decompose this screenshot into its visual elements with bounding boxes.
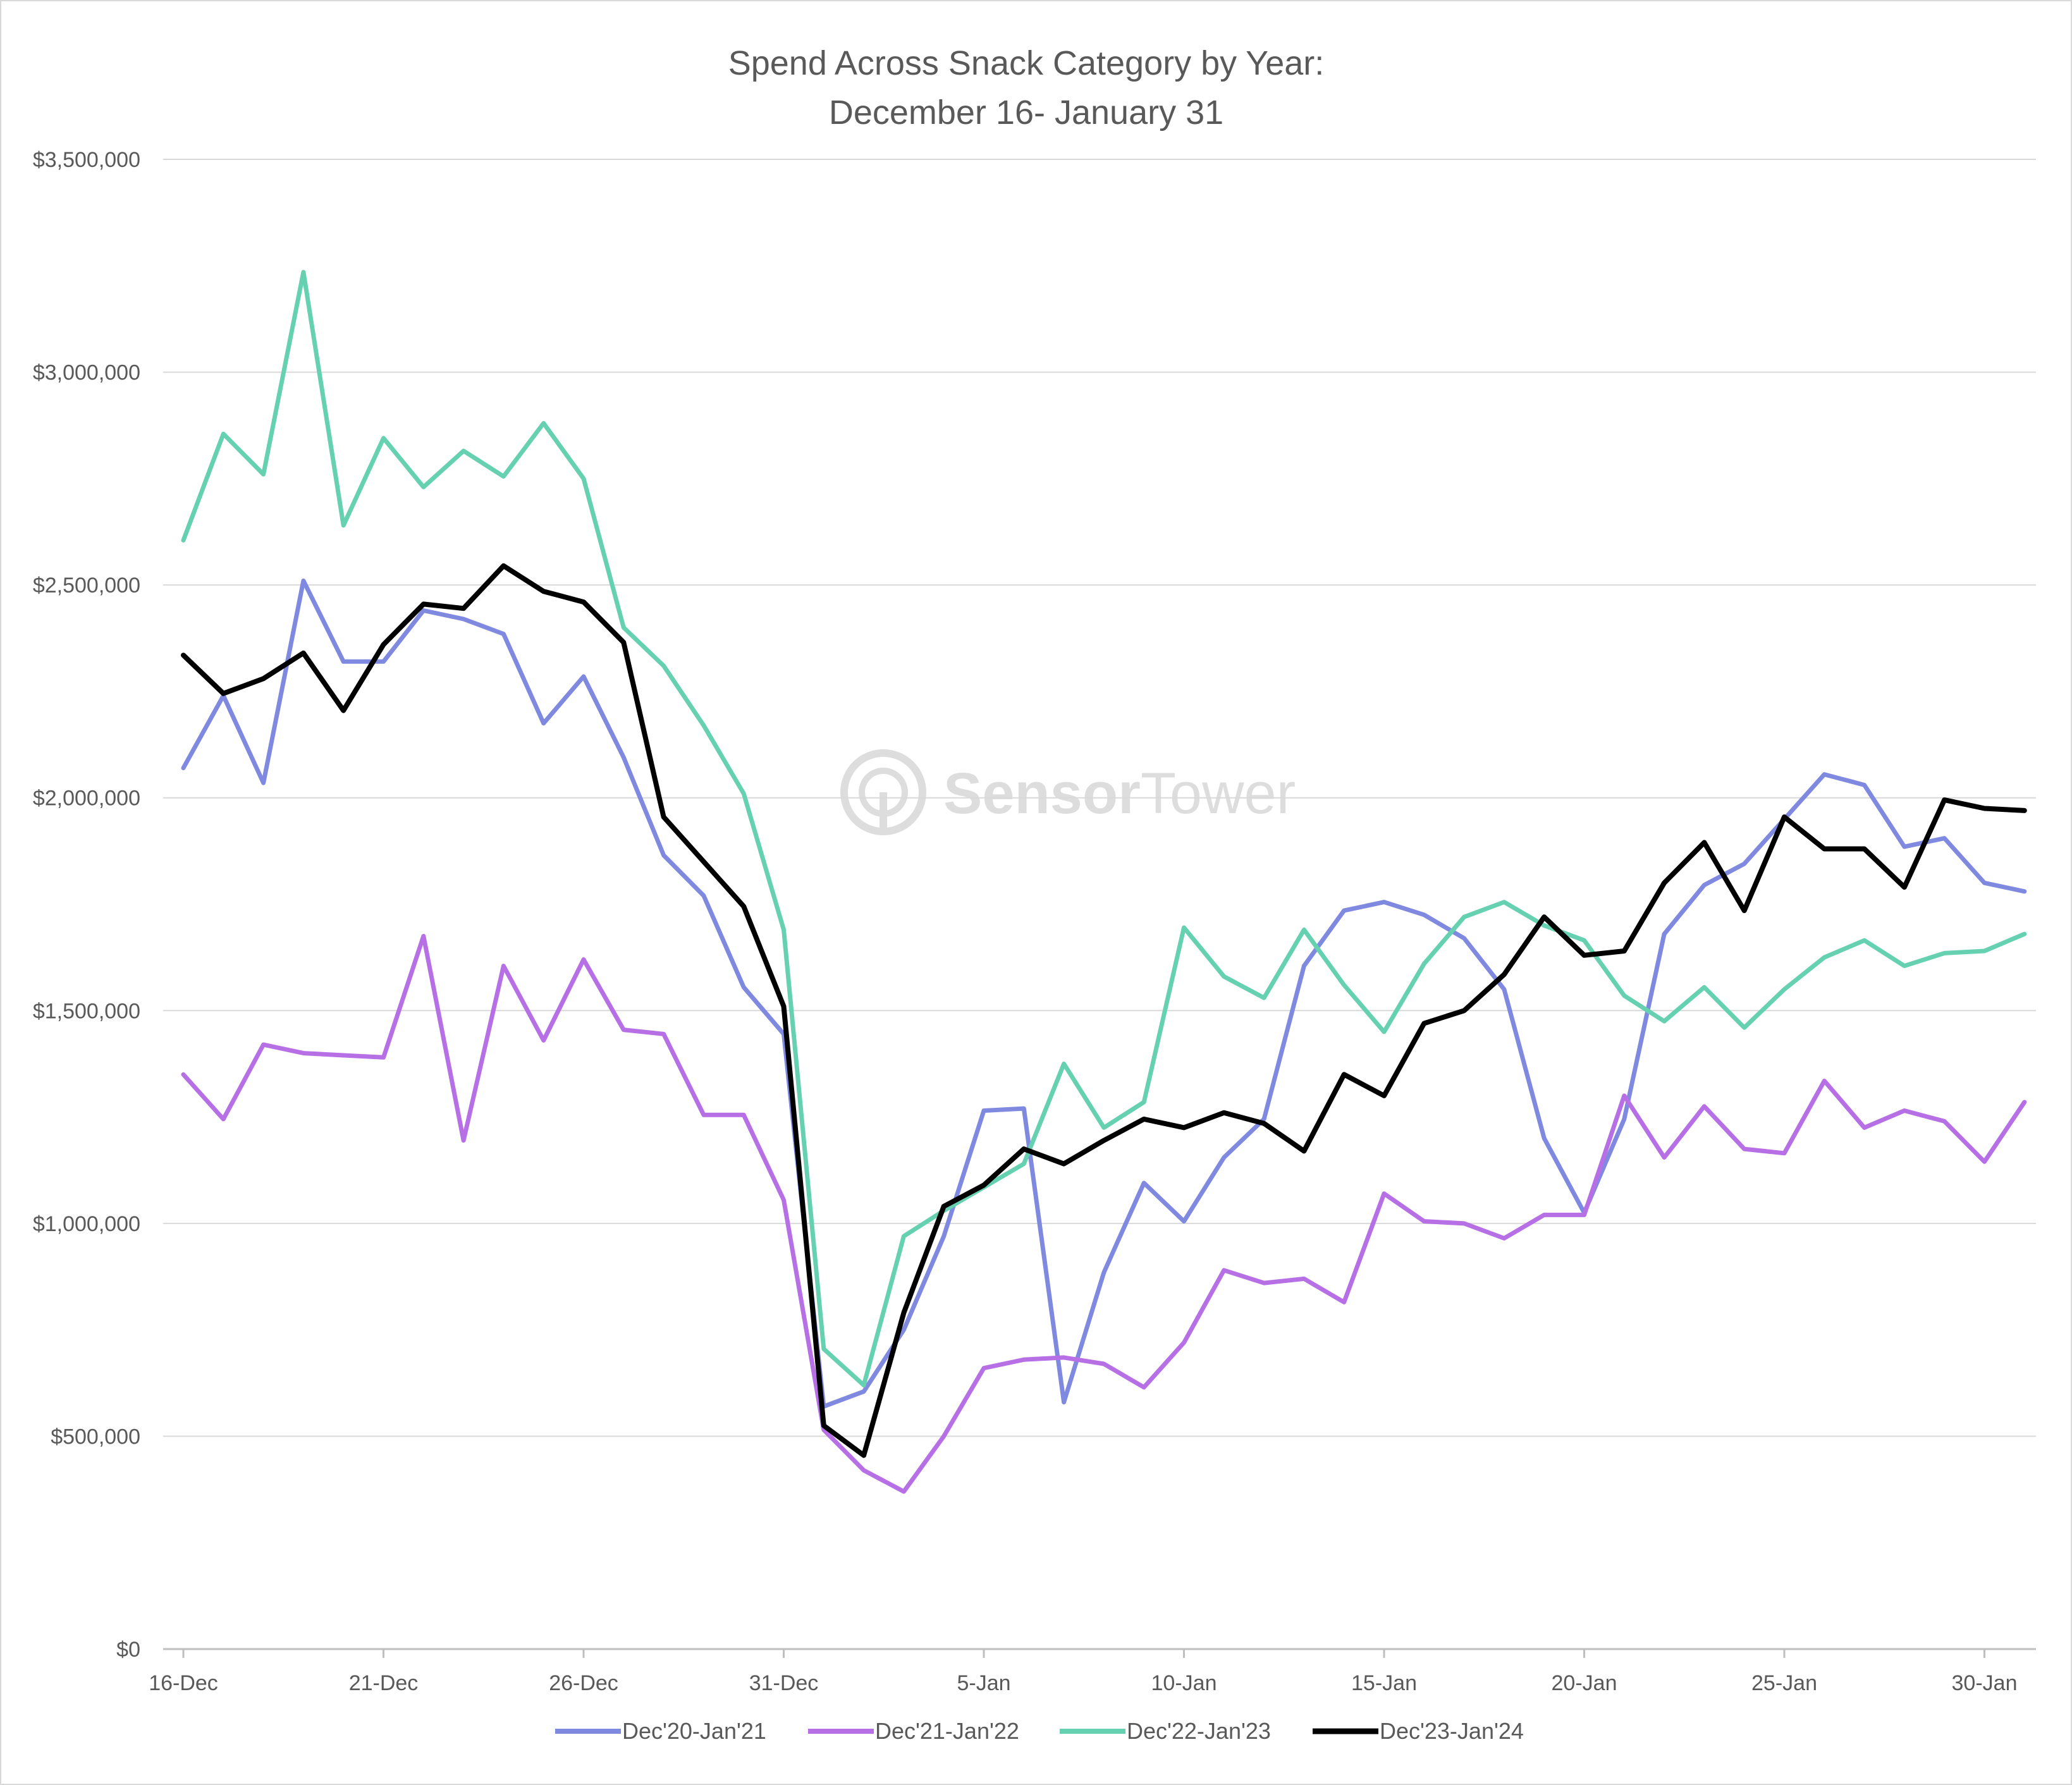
watermark-light-text: Tower — [1141, 761, 1296, 826]
x-axis — [163, 1648, 2036, 1658]
x-tick-label: 5-Jan — [957, 1671, 1010, 1695]
y-tick-label: $3,500,000 — [33, 148, 140, 172]
series-lines — [181, 269, 2027, 1494]
sensor-tower-logo-icon — [840, 749, 926, 835]
gridlines — [163, 159, 2036, 1437]
x-axis-tick-labels: 16-Dec 21-Dec 26-Dec 31-Dec 5-Jan 10-Jan 15-Ja… — [149, 1671, 2017, 1695]
y-tick-label: $2,500,000 — [33, 574, 140, 598]
y-tick-label: $1,500,000 — [33, 999, 140, 1023]
y-tick-label: $0 — [116, 1638, 140, 1662]
svg-text:SensorTower: SensorTower — [943, 761, 1296, 826]
x-tick-label: 20-Jan — [1552, 1671, 1617, 1695]
x-tick-label: 25-Jan — [1751, 1671, 1817, 1695]
y-axis-tick-labels: $0 $500,000 $1,000,000 $1,500,000 $2,000,000… — [33, 148, 140, 1662]
legend-label-4: Dec'23-Jan'24 — [1380, 1718, 1524, 1744]
legend-label-1: Dec'20-Jan'21 — [622, 1718, 766, 1744]
series-line-4 — [181, 563, 2027, 1458]
legend-label-3: Dec'22-Jan'23 — [1127, 1718, 1271, 1744]
y-tick-label: $2,000,000 — [33, 787, 140, 811]
x-tick-label: 16-Dec — [149, 1671, 218, 1695]
x-tick-label: 15-Jan — [1351, 1671, 1417, 1695]
legend: Dec'20-Jan'21 Dec'21-Jan'22 Dec'22-Jan'23 D… — [555, 1718, 1524, 1744]
y-tick-label: $1,000,000 — [33, 1212, 140, 1236]
chart-title-line-1: Spend Across Snack Category by Year: — [728, 44, 1325, 82]
legend-label-2: Dec'21-Jan'22 — [875, 1718, 1019, 1744]
series-line-3 — [181, 269, 2027, 1388]
series-line-1 — [181, 578, 2027, 1409]
watermark-bold-text: Sensor — [943, 761, 1141, 826]
sensor-tower-watermark: SensorTower — [840, 749, 1296, 835]
y-tick-label: $3,000,000 — [33, 361, 140, 385]
series-line-2 — [181, 934, 2027, 1494]
chart-title-line-2: December 16- January 31 — [829, 94, 1223, 132]
x-tick-label: 30-Jan — [1952, 1671, 2018, 1695]
x-tick-label: 10-Jan — [1151, 1671, 1217, 1695]
x-tick-label: 21-Dec — [349, 1671, 419, 1695]
x-tick-label: 31-Dec — [749, 1671, 819, 1695]
x-tick-label: 26-Dec — [549, 1671, 618, 1695]
y-tick-label: $500,000 — [51, 1425, 140, 1449]
